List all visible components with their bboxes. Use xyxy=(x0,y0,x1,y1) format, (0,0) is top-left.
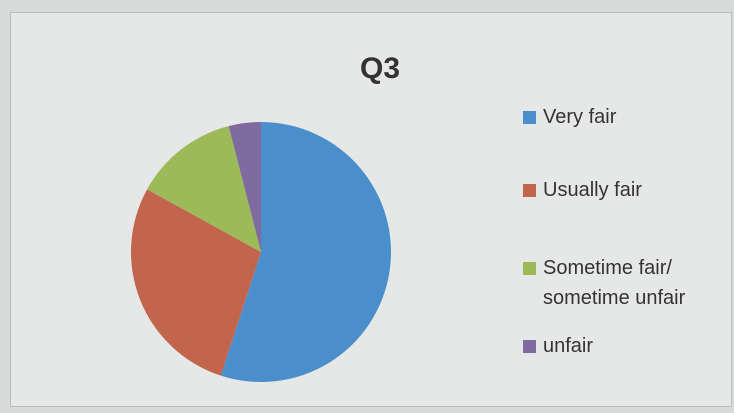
legend-item: unfair xyxy=(523,331,723,361)
pie-slice xyxy=(131,189,261,376)
legend-item: Usually fair xyxy=(523,175,723,205)
legend-swatch xyxy=(523,262,536,275)
chart-title: Q3 xyxy=(360,52,400,85)
legend-label: unfair xyxy=(543,335,594,357)
pie-slice xyxy=(228,122,261,252)
pie-slice xyxy=(147,126,261,252)
legend-label: Very fair xyxy=(543,106,617,128)
legend-label: Sometime fair/ sometime unfair xyxy=(543,257,686,309)
legend-swatch xyxy=(523,111,536,124)
legend-label: Usually fair xyxy=(543,179,642,201)
pie-slice xyxy=(220,122,391,382)
legend-item: Sometime fair/ sometime unfair xyxy=(523,253,723,313)
legend-swatch xyxy=(523,184,536,197)
legend-swatch xyxy=(523,340,536,353)
legend-item: Very fair xyxy=(523,102,723,132)
